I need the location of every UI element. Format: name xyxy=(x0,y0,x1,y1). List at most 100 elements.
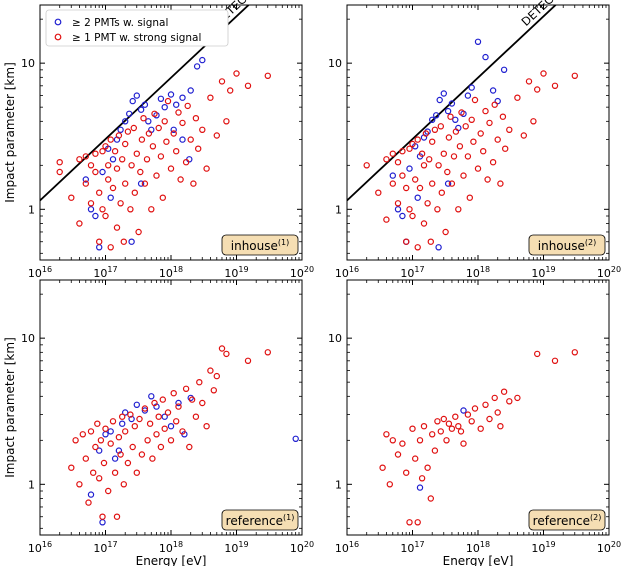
data-point-red xyxy=(406,206,413,213)
data-point-blue xyxy=(474,38,482,46)
data-point-red xyxy=(213,372,220,380)
data-point-blue xyxy=(172,101,180,108)
detectable-annotation: DETECTABLE xyxy=(519,0,583,29)
data-point-red xyxy=(414,519,421,526)
data-point-red xyxy=(416,184,424,192)
data-point-red xyxy=(199,399,206,407)
data-point-blue xyxy=(133,401,140,408)
data-point-red xyxy=(136,415,143,423)
data-point-red xyxy=(477,425,484,432)
data-point-red xyxy=(429,138,436,145)
data-point-red xyxy=(82,455,90,462)
data-point-red xyxy=(416,437,424,444)
data-point-red xyxy=(121,140,129,148)
panel-label: reference(2) xyxy=(533,513,602,528)
x-axis-label: Energy [eV] xyxy=(443,554,514,566)
data-point-red xyxy=(438,189,445,196)
data-point-red xyxy=(141,405,149,412)
x-tick-label: 1016 xyxy=(28,265,52,280)
x-tick-label: 1016 xyxy=(335,540,359,555)
data-point-red xyxy=(124,128,132,135)
data-point-red xyxy=(92,168,99,176)
data-point-blue xyxy=(161,413,168,420)
data-point-blue xyxy=(175,399,182,407)
data-point-red xyxy=(486,119,493,127)
legend-box xyxy=(45,9,229,47)
data-point-blue xyxy=(118,420,126,427)
data-point-red xyxy=(94,420,101,427)
data-point-red xyxy=(489,158,497,166)
data-point-red xyxy=(434,206,441,213)
data-point-red xyxy=(102,143,109,150)
data-point-red xyxy=(175,403,182,410)
data-point-red xyxy=(138,451,146,458)
data-point-red xyxy=(207,94,214,101)
data-point-blue xyxy=(141,101,149,108)
data-point-blue xyxy=(414,194,421,201)
data-point-red xyxy=(399,440,406,447)
x-tick-label: 1018 xyxy=(159,265,183,280)
data-point-red xyxy=(383,156,390,163)
data-point-red xyxy=(207,367,214,374)
data-point-red xyxy=(182,158,190,166)
data-point-red xyxy=(464,153,472,160)
data-point-red xyxy=(133,469,140,476)
data-point-red xyxy=(87,200,95,207)
data-point-red xyxy=(474,165,482,172)
data-point-red xyxy=(462,123,469,130)
data-point-red xyxy=(534,350,541,358)
data-point-blue xyxy=(433,112,440,119)
data-point-blue xyxy=(95,447,103,454)
data-point-red xyxy=(95,189,103,196)
data-point-red xyxy=(199,126,206,134)
data-point-red xyxy=(56,168,63,176)
data-point-red xyxy=(130,124,137,132)
data-point-red xyxy=(502,145,509,152)
data-point-red xyxy=(56,158,63,166)
data-point-red xyxy=(148,206,155,213)
data-point-red xyxy=(203,423,210,430)
data-point-blue xyxy=(199,56,206,64)
data-point-red xyxy=(109,418,117,425)
data-point-red xyxy=(437,428,444,435)
data-point-red xyxy=(394,200,402,207)
panel-label-box xyxy=(528,234,606,256)
data-point-red xyxy=(448,180,456,187)
data-point-red xyxy=(167,437,175,444)
data-point-red xyxy=(466,194,473,201)
data-point-blue xyxy=(107,194,114,201)
data-point-red xyxy=(440,415,447,423)
data-point-red xyxy=(486,415,493,423)
data-point-red xyxy=(172,147,180,155)
data-point-red xyxy=(409,425,416,432)
data-point-red xyxy=(82,180,90,187)
data-point-red xyxy=(155,413,162,420)
data-point-red xyxy=(155,124,162,132)
data-point-red xyxy=(102,212,109,220)
x-tick-label: 1020 xyxy=(290,540,314,555)
data-point-red xyxy=(412,176,419,183)
data-point-red xyxy=(192,114,200,122)
data-point-red xyxy=(494,136,501,143)
data-point-red xyxy=(530,118,537,125)
data-point-red xyxy=(435,162,442,169)
data-point-red xyxy=(184,102,191,110)
data-point-red xyxy=(104,487,112,495)
data-point-red xyxy=(99,206,106,213)
data-point-red xyxy=(409,212,416,220)
data-point-red xyxy=(153,431,160,438)
data-point-red xyxy=(79,431,87,438)
data-point-red xyxy=(468,116,475,124)
x-tick-label: 1019 xyxy=(531,540,555,555)
data-point-red xyxy=(426,156,433,163)
data-point-red xyxy=(494,409,501,416)
data-point-blue xyxy=(186,156,193,163)
data-point-blue xyxy=(292,435,299,442)
data-point-red xyxy=(551,82,559,90)
data-point-red xyxy=(440,150,447,157)
data-point-red xyxy=(127,206,134,213)
data-point-blue xyxy=(500,66,508,74)
data-point-red xyxy=(113,224,121,231)
data-point-red xyxy=(443,437,450,444)
y-tick-label: 1 xyxy=(28,478,35,491)
